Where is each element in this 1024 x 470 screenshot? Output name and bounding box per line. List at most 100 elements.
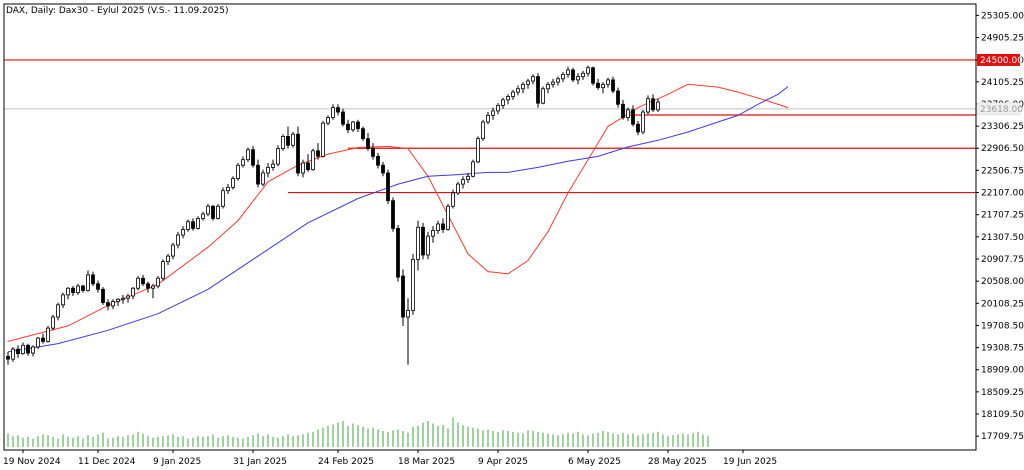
candle-body <box>266 167 270 174</box>
candle-body <box>206 205 210 215</box>
candle-body <box>506 96 510 101</box>
candle-body <box>276 148 280 165</box>
candle-body <box>111 301 115 307</box>
candle-body <box>541 88 545 104</box>
candle-body <box>636 123 640 133</box>
candlesticks <box>6 65 660 365</box>
candle-body <box>96 283 100 290</box>
price-axis-label: 18509.25 <box>981 388 1024 398</box>
candle-body <box>311 150 315 171</box>
candle-body <box>476 138 480 163</box>
candle-body <box>456 183 460 194</box>
volume-histogram <box>7 417 709 447</box>
candle-body <box>66 287 70 296</box>
candle-body <box>381 164 385 174</box>
level-price-tag <box>977 53 1020 66</box>
candle-body <box>246 149 250 161</box>
candle-body <box>301 162 305 174</box>
price-axis-label: 21307.50 <box>981 233 1024 243</box>
candle-body <box>551 81 555 85</box>
candle-body <box>46 327 50 342</box>
candle-body <box>231 178 235 188</box>
candle-body <box>446 205 450 230</box>
candle-body <box>306 162 310 171</box>
price-axis-label: 23306.25 <box>981 122 1024 132</box>
candle-body <box>21 344 25 354</box>
candle-body <box>496 104 500 112</box>
date-axis-label: 6 May 2025 <box>568 457 621 467</box>
candle-body <box>26 344 30 354</box>
price-axis-label: 18109.50 <box>981 410 1024 420</box>
candle-body <box>81 285 85 291</box>
candle-body <box>521 83 525 90</box>
candle-body <box>31 346 35 354</box>
candle-body <box>366 138 370 150</box>
price-axis-label: 17709.75 <box>981 432 1024 442</box>
date-axis-label: 31 Jan 2025 <box>233 457 287 467</box>
candle-body <box>356 121 360 130</box>
candle-body <box>131 287 135 297</box>
candle-body <box>451 192 455 207</box>
candle-body <box>341 111 345 125</box>
candle-body <box>216 205 220 219</box>
candle-body <box>411 259 415 311</box>
candle-body <box>291 133 295 146</box>
date-axis-label: 28 May 2025 <box>648 457 707 467</box>
price-axis-label: 24105.25 <box>981 78 1024 88</box>
candle-body <box>236 164 240 179</box>
candle-body <box>406 309 410 318</box>
candle-body <box>241 159 245 166</box>
candle-body <box>321 122 325 157</box>
candle-body <box>331 107 335 118</box>
horizontal-levels <box>4 59 976 194</box>
candle-body <box>536 76 540 104</box>
candle-body <box>566 69 570 75</box>
candle-body <box>11 348 15 360</box>
candle-body <box>181 229 185 236</box>
current-price-tag-text: 23618.00 <box>980 105 1023 115</box>
candle-body <box>116 298 120 302</box>
candle-body <box>196 218 200 229</box>
candle-body <box>416 226 420 260</box>
date-axis-label: 18 Mar 2025 <box>398 457 455 467</box>
candle-body <box>161 261 165 279</box>
candle-body <box>71 287 75 294</box>
candle-body <box>486 114 490 123</box>
price-axis-label: 19708.50 <box>981 321 1024 331</box>
candle-body <box>641 111 645 133</box>
candle-body <box>146 283 150 289</box>
candle-body <box>481 121 485 140</box>
candle-body <box>6 355 10 360</box>
candle-body <box>336 107 340 113</box>
candle-body <box>16 348 20 354</box>
candle-body <box>621 103 625 118</box>
candle-body <box>571 69 575 81</box>
candle-body <box>251 149 255 166</box>
date-axis-label: 11 Dec 2024 <box>78 457 136 467</box>
candle-body <box>546 83 550 90</box>
candle-body <box>426 235 430 256</box>
level-price-tag-text: 24500.00 <box>980 56 1023 66</box>
price-axis-label: 22906.50 <box>981 144 1024 154</box>
candle-body <box>211 205 215 219</box>
candle-body <box>386 172 390 202</box>
candle-body <box>401 275 405 318</box>
candle-body <box>586 67 590 74</box>
candle-body <box>346 123 350 131</box>
candle-body <box>596 82 600 89</box>
candle-body <box>271 163 275 168</box>
candle-body <box>126 295 130 299</box>
candle-body <box>656 101 660 111</box>
candle-body <box>556 78 560 83</box>
candle-body <box>296 133 300 174</box>
price-axis-label: 24905.25 <box>981 34 1024 44</box>
candle-body <box>396 227 400 278</box>
candle-body <box>201 213 205 219</box>
candle-body <box>601 83 605 89</box>
current-price-tag <box>976 102 1021 116</box>
candle-body <box>421 226 425 256</box>
date-axis-label: 9 Apr 2025 <box>478 457 528 467</box>
